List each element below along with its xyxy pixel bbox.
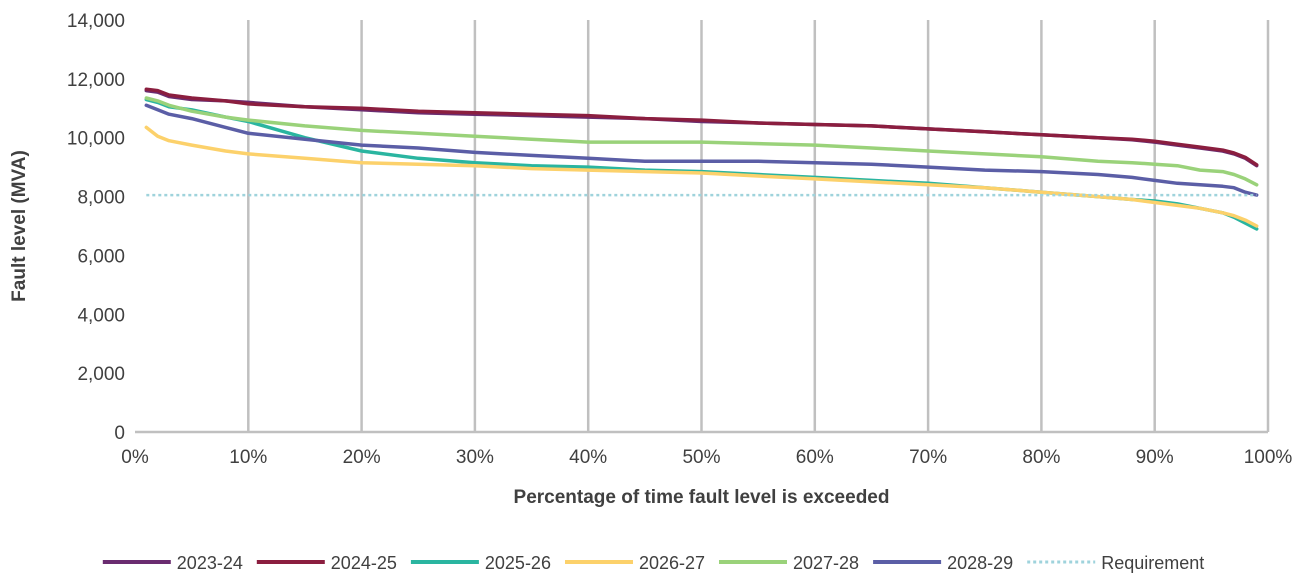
y-tick-label: 4,000 <box>77 305 125 326</box>
y-tick-label: 2,000 <box>77 364 125 385</box>
y-tick-label: 6,000 <box>77 246 125 267</box>
series-line-2026-27 <box>144 125 1259 228</box>
legend-item: 2028-29 <box>873 553 1013 573</box>
legend-label: 2023-24 <box>177 553 243 573</box>
series-line-2028-29 <box>144 103 1259 197</box>
x-tick-label: 10% <box>229 447 267 468</box>
y-tick-label: 14,000 <box>67 11 125 32</box>
legend-label: 2024-25 <box>331 553 397 573</box>
series-lines <box>144 87 1259 231</box>
x-tick-label: 60% <box>796 447 834 468</box>
x-tick-label: 20% <box>343 447 381 468</box>
legend-item: 2027-28 <box>719 553 859 573</box>
legend-label: 2025-26 <box>485 553 551 573</box>
x-tick-label: 0% <box>121 447 149 468</box>
x-tick-label: 100% <box>1244 447 1293 468</box>
legend-label: Requirement <box>1101 553 1204 573</box>
grid-lines <box>247 20 1270 432</box>
series-line-2024-25 <box>144 87 1259 167</box>
legend-item: 2025-26 <box>410 553 551 573</box>
legend-label: 2028-29 <box>947 553 1013 573</box>
x-tick-label: 50% <box>682 447 720 468</box>
series-line-2027-28 <box>144 96 1259 187</box>
y-tick-label: 10,000 <box>67 129 125 150</box>
legend-label: 2027-28 <box>793 553 859 573</box>
x-tick-label: 90% <box>1136 447 1174 468</box>
x-tick-label: 40% <box>569 447 607 468</box>
legend-item: 2026-27 <box>565 553 705 573</box>
y-axis-ticks: 0 2,000 4,000 6,000 8,000 10,000 12,000 14,000 <box>67 11 125 444</box>
x-axis-ticks: 0% 10% 20% 30% 40% 50% 60% 70% 80% 90% 100% <box>121 447 1292 468</box>
y-tick-label: 0 <box>114 423 125 444</box>
x-axis-title: Percentage of time fault level is exceed… <box>514 487 890 508</box>
y-tick-label: 12,000 <box>67 70 125 91</box>
x-tick-label: 30% <box>456 447 494 468</box>
x-tick-label: 80% <box>1022 447 1060 468</box>
x-tick-label: 70% <box>909 447 947 468</box>
legend-item: 2023-24 <box>102 553 243 573</box>
legend-item: 2024-25 <box>256 553 397 573</box>
y-axis-title: Fault level (MVA) <box>9 150 30 302</box>
y-tick-label: 8,000 <box>77 188 125 209</box>
legend-item: Requirement <box>1027 553 1204 573</box>
legend: 2023-24 2024-25 2025-26 2026-27 2027-28 2028-… <box>102 553 1204 573</box>
legend-label: 2026-27 <box>639 553 705 573</box>
